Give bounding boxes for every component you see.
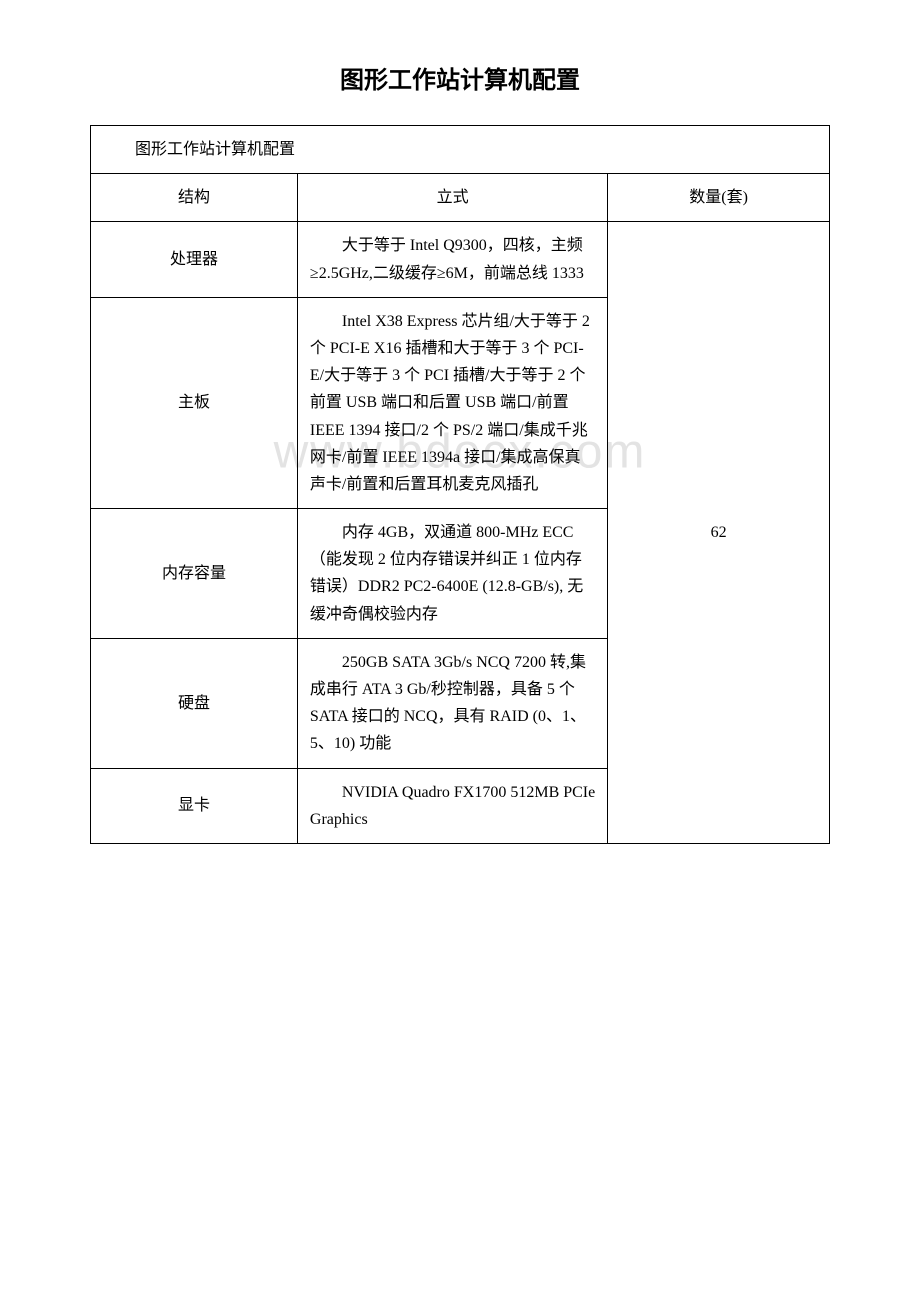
- row-label-cpu: 处理器: [91, 222, 298, 297]
- row-label-hdd: 硬盘: [91, 638, 298, 768]
- table-caption-row: 图形工作站计算机配置: [91, 126, 830, 174]
- spec-table: 图形工作站计算机配置 结构 立式 数量(套) 处理器 大于等于 Intel Q9…: [90, 125, 830, 844]
- table-header-row: 结构 立式 数量(套): [91, 174, 830, 222]
- row-spec-motherboard: Intel X38 Express 芯片组/大于等于 2 个 PCI-E X16…: [297, 297, 607, 508]
- row-spec-cpu: 大于等于 Intel Q9300，四核，主频 ≥2.5GHz,二级缓存≥6M，前…: [297, 222, 607, 297]
- row-label-gpu: 显卡: [91, 768, 298, 843]
- row-label-memory: 内存容量: [91, 509, 298, 639]
- row-spec-memory: 内存 4GB，双通道 800-MHz ECC（能发现 2 位内存错误并纠正 1 …: [297, 509, 607, 639]
- row-spec-gpu: NVIDIA Quadro FX1700 512MB PCIe Graphics: [297, 768, 607, 843]
- quantity-cell: 62: [608, 222, 830, 844]
- header-form-factor: 立式: [297, 174, 607, 222]
- row-spec-hdd: 250GB SATA 3Gb/s NCQ 7200 转,集成串行 ATA 3 G…: [297, 638, 607, 768]
- header-quantity: 数量(套): [608, 174, 830, 222]
- header-structure: 结构: [91, 174, 298, 222]
- table-caption: 图形工作站计算机配置: [91, 126, 830, 174]
- row-label-motherboard: 主板: [91, 297, 298, 508]
- page-title: 图形工作站计算机配置: [90, 60, 830, 95]
- table-row: 处理器 大于等于 Intel Q9300，四核，主频 ≥2.5GHz,二级缓存≥…: [91, 222, 830, 297]
